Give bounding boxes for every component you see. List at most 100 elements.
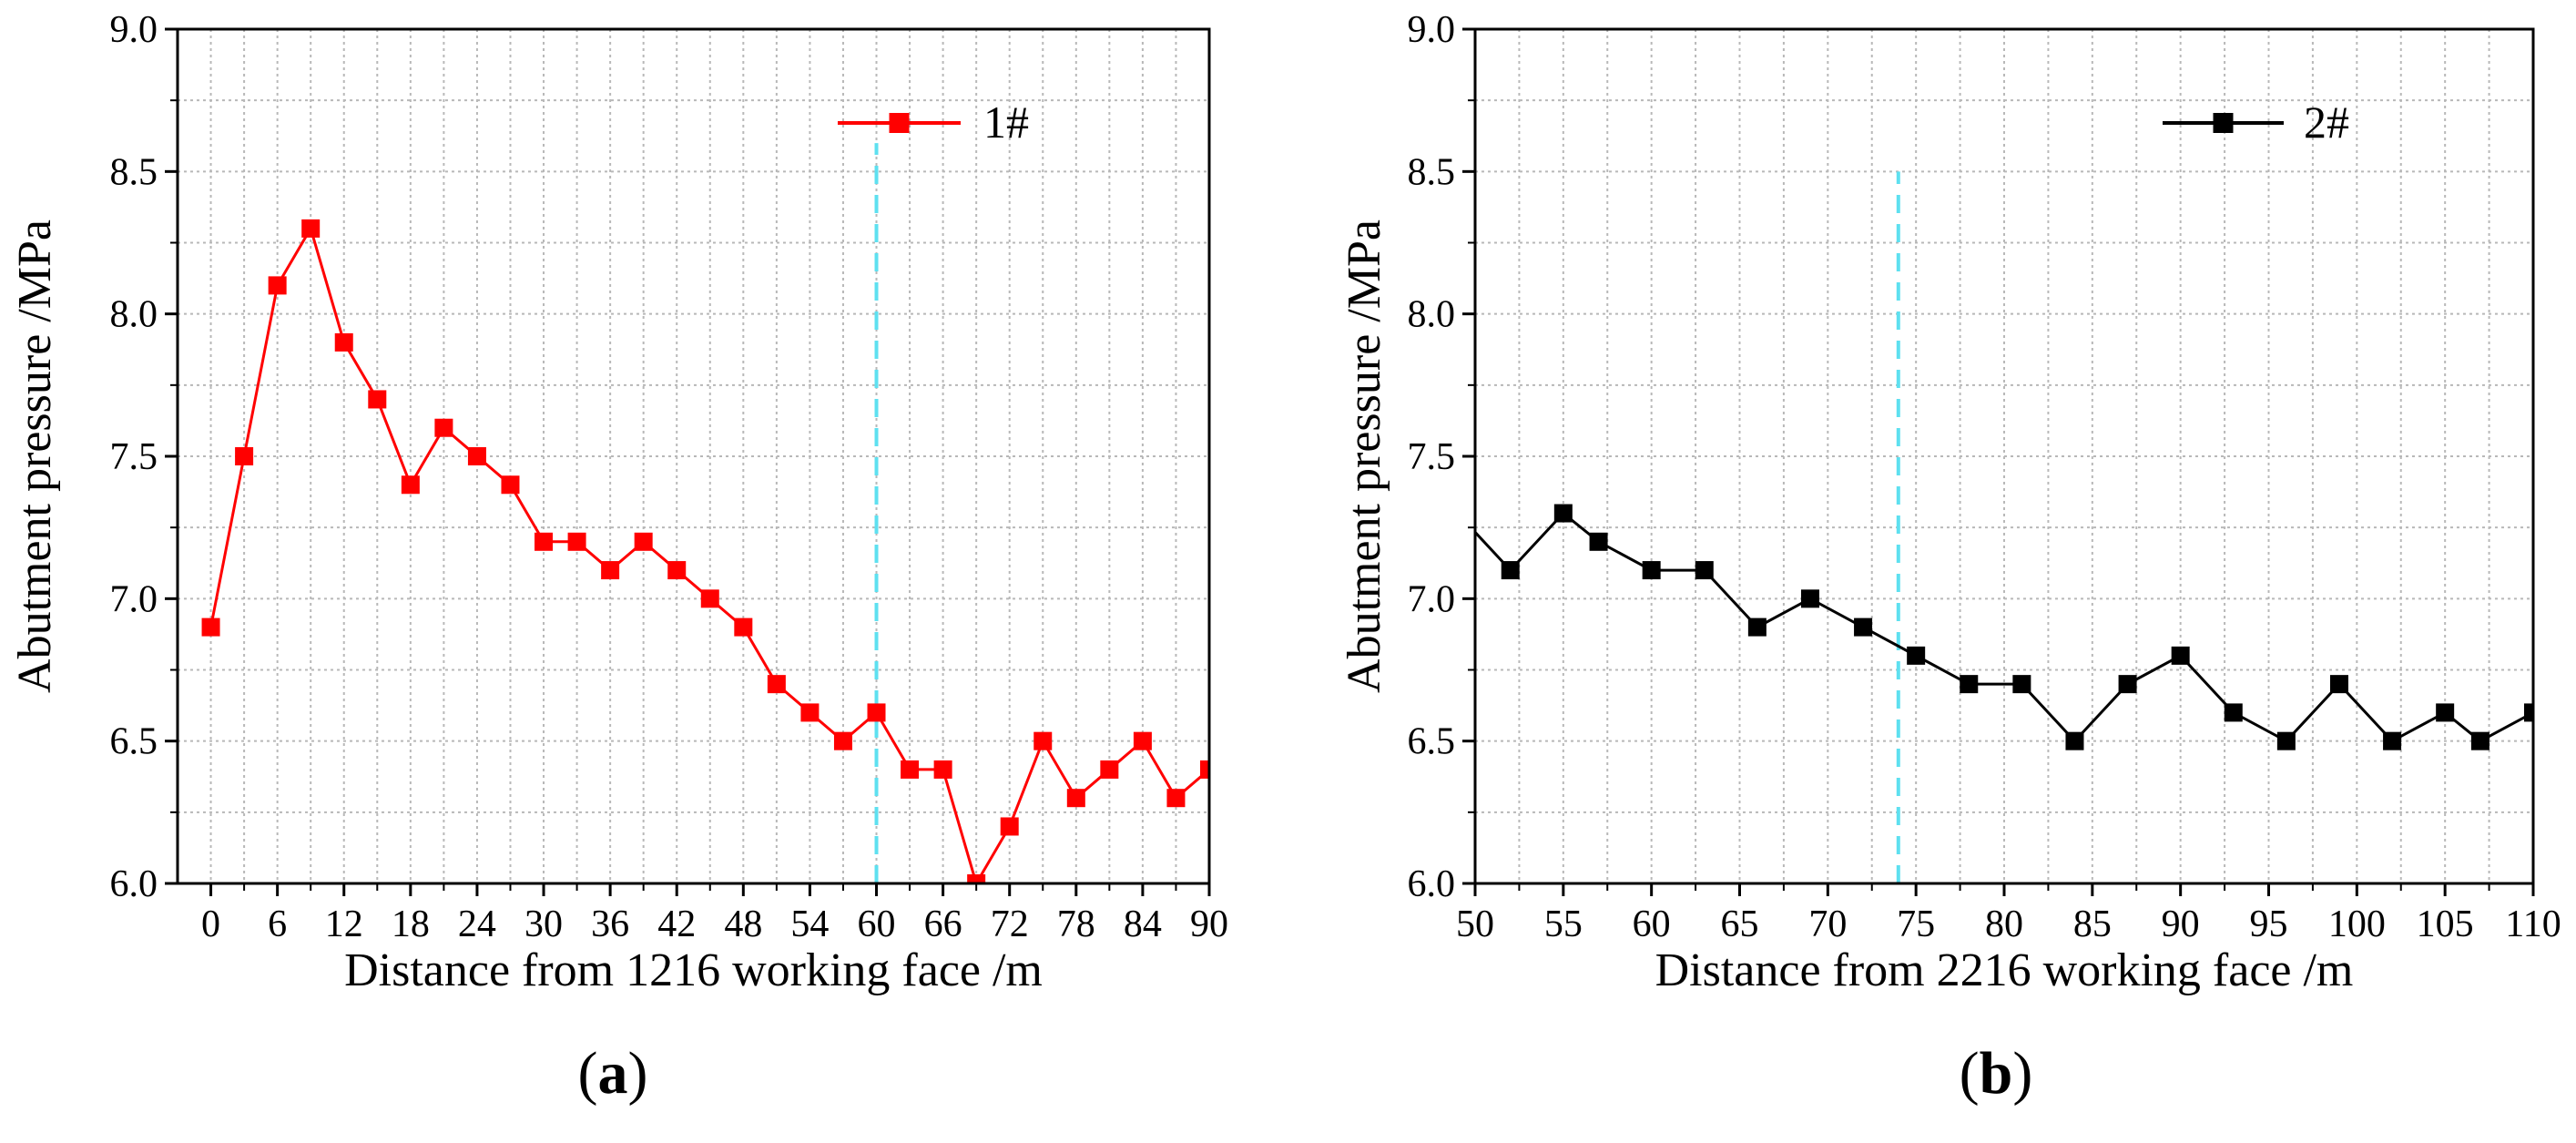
chart1-y-tick-label: 7.0: [110, 578, 158, 620]
chart1-y-tick-label: 8.5: [110, 151, 158, 193]
chart1-x-tick-label: 66: [924, 903, 962, 945]
chart1-x-tick-label: 0: [201, 903, 220, 945]
chart2-x-tick-label: 110: [2505, 903, 2561, 945]
chart1-x-tick-label: 36: [591, 903, 629, 945]
chart2-data-point: [1695, 561, 1714, 580]
chart2-data-point: [2524, 703, 2533, 722]
chart2-x-tick-label: 55: [1544, 903, 1583, 945]
chart1-data-point: [601, 561, 620, 580]
chart2-x-tick-label: 50: [1456, 903, 1494, 945]
chart1-data-point: [1133, 731, 1152, 750]
chart2-y-tick-label: 8.0: [1408, 294, 1456, 336]
chart1-x-tick-label: 60: [858, 903, 896, 945]
chart1-x-tick-label: 30: [524, 903, 563, 945]
chart2-panel-label: (b): [1960, 1040, 2033, 1107]
chart1-data-point: [833, 731, 852, 750]
chart1-panel-label-close: ): [628, 1040, 648, 1107]
chart2-x-tick-label: 95: [2250, 903, 2288, 945]
chart1-data-point: [867, 703, 886, 722]
chart2-series-line: [1475, 511, 2533, 743]
chart2-data-point: [1747, 617, 1767, 637]
chart2-data-point: [1800, 589, 1819, 608]
chart2-data-point: [2224, 703, 2243, 722]
chart1-panel-label-letter: a: [598, 1040, 628, 1107]
chart2-x-tick-label: 100: [2328, 903, 2386, 945]
chart2-x-tick-label: 85: [2073, 903, 2112, 945]
chart2-x-tick-label: 90: [2162, 903, 2200, 945]
chart1-x-tick-label: 42: [657, 903, 696, 945]
chart2-y-axis-label: Abutment pressure /MPa: [1339, 219, 1390, 693]
chart1-data-point: [1166, 789, 1186, 808]
chart2-data-point: [2436, 703, 2455, 722]
chart2-panel-label-open: (: [1960, 1040, 1980, 1107]
chart1-data-point: [235, 447, 254, 465]
chart2-x-tick-label: 105: [2417, 903, 2474, 945]
chart2-x-tick-label: 70: [1808, 903, 1847, 945]
chart2-y-tick-label: 6.0: [1408, 863, 1456, 905]
chart1-data-point: [201, 617, 220, 637]
chart2-series-1: [1475, 504, 2533, 750]
chart1-panel-label: (a): [578, 1040, 648, 1107]
chart1-y-tick-label: 6.5: [110, 721, 158, 763]
chart2-y-tick-label: 7.0: [1408, 578, 1456, 620]
chart1-data-point: [268, 276, 287, 295]
chart1-legend-label: 1#: [983, 97, 1029, 148]
chart1-data-point: [734, 617, 753, 637]
chart1-y-tick-label: 7.5: [110, 436, 158, 478]
chart1-data-point: [334, 332, 353, 352]
chart1-data-point: [401, 475, 420, 495]
chart1-y-tick-label: 8.0: [110, 294, 158, 336]
chart1-data-point: [434, 418, 453, 437]
chart1-x-tick-label: 48: [724, 903, 762, 945]
chart1-x-tick-label: 18: [392, 903, 430, 945]
chart2-data-point: [1501, 561, 1520, 580]
chart1-data-point: [634, 532, 653, 551]
chart2-data-point: [2329, 675, 2348, 694]
chart1-data-point: [800, 703, 820, 722]
chart2-x-tick-label: 65: [1721, 903, 1759, 945]
chart2-panel-label-close: ): [2012, 1040, 2032, 1107]
chart2-data-point: [2383, 731, 2402, 750]
chart1-data-point: [467, 447, 486, 465]
chart1-data-point: [501, 475, 520, 495]
chart1-data-point: [567, 532, 586, 551]
chart2-x-tick-label: 80: [1985, 903, 2023, 945]
chart1-x-tick-label: 6: [268, 903, 287, 945]
chart2-legend-marker: [2213, 113, 2234, 133]
chart2-x-axis-label: Distance from 2216 working face /m: [1655, 944, 2354, 996]
chart1-y-tick-label: 6.0: [110, 863, 158, 905]
chart2-y-tick-label: 7.5: [1408, 436, 1456, 478]
chart2-data-point: [1854, 617, 1873, 637]
chart2-x-tick-label: 75: [1897, 903, 1935, 945]
chart2-data-point: [2065, 731, 2084, 750]
chart1-x-tick-label: 54: [790, 903, 829, 945]
chart1-data-point: [1066, 789, 1085, 808]
chart1-x-tick-label: 90: [1190, 903, 1228, 945]
chart2-data-point: [2012, 675, 2031, 694]
chart1-y-tick-label: 9.0: [110, 9, 158, 51]
chart1-data-point: [767, 675, 786, 694]
chart1-y-axis-label: Abutment pressure /MPa: [9, 219, 61, 693]
chart1-x-tick-label: 12: [325, 903, 363, 945]
chart1-series-1: [201, 219, 1209, 883]
chart1-data-point: [667, 561, 687, 580]
chart2-data-point: [1589, 532, 1608, 551]
chart1-data-point: [1000, 817, 1019, 836]
chart1-data-point: [901, 760, 920, 779]
chart1-legend-marker: [889, 113, 910, 133]
chart2-panel: 50 55 60 65 70 75 80 85 90 95 100 105 110 6.0 6.5 7.0 7.…: [1339, 9, 2561, 1107]
chart1-data-point: [967, 874, 986, 883]
chart2-y-tick-label: 9.0: [1408, 9, 1456, 51]
chart1-panel: 0 6 12 18 24 30 36 42 48 54 60 66 72 78 84 90 6.0 6.5 7.0 7…: [9, 9, 1228, 1107]
chart2-y-tick-label: 8.5: [1408, 151, 1456, 193]
chart2-data-point: [2171, 646, 2190, 665]
chart1-data-point: [535, 532, 554, 551]
chart2-legend-label: 2#: [2304, 97, 2349, 148]
chart1-data-point: [700, 589, 719, 608]
chart1-data-point: [1200, 760, 1209, 779]
chart1-x-tick-label: 84: [1124, 903, 1162, 945]
chart1-x-tick-label: 78: [1057, 903, 1095, 945]
chart2-data-point: [1553, 504, 1573, 523]
chart2-data-point: [2118, 675, 2137, 694]
